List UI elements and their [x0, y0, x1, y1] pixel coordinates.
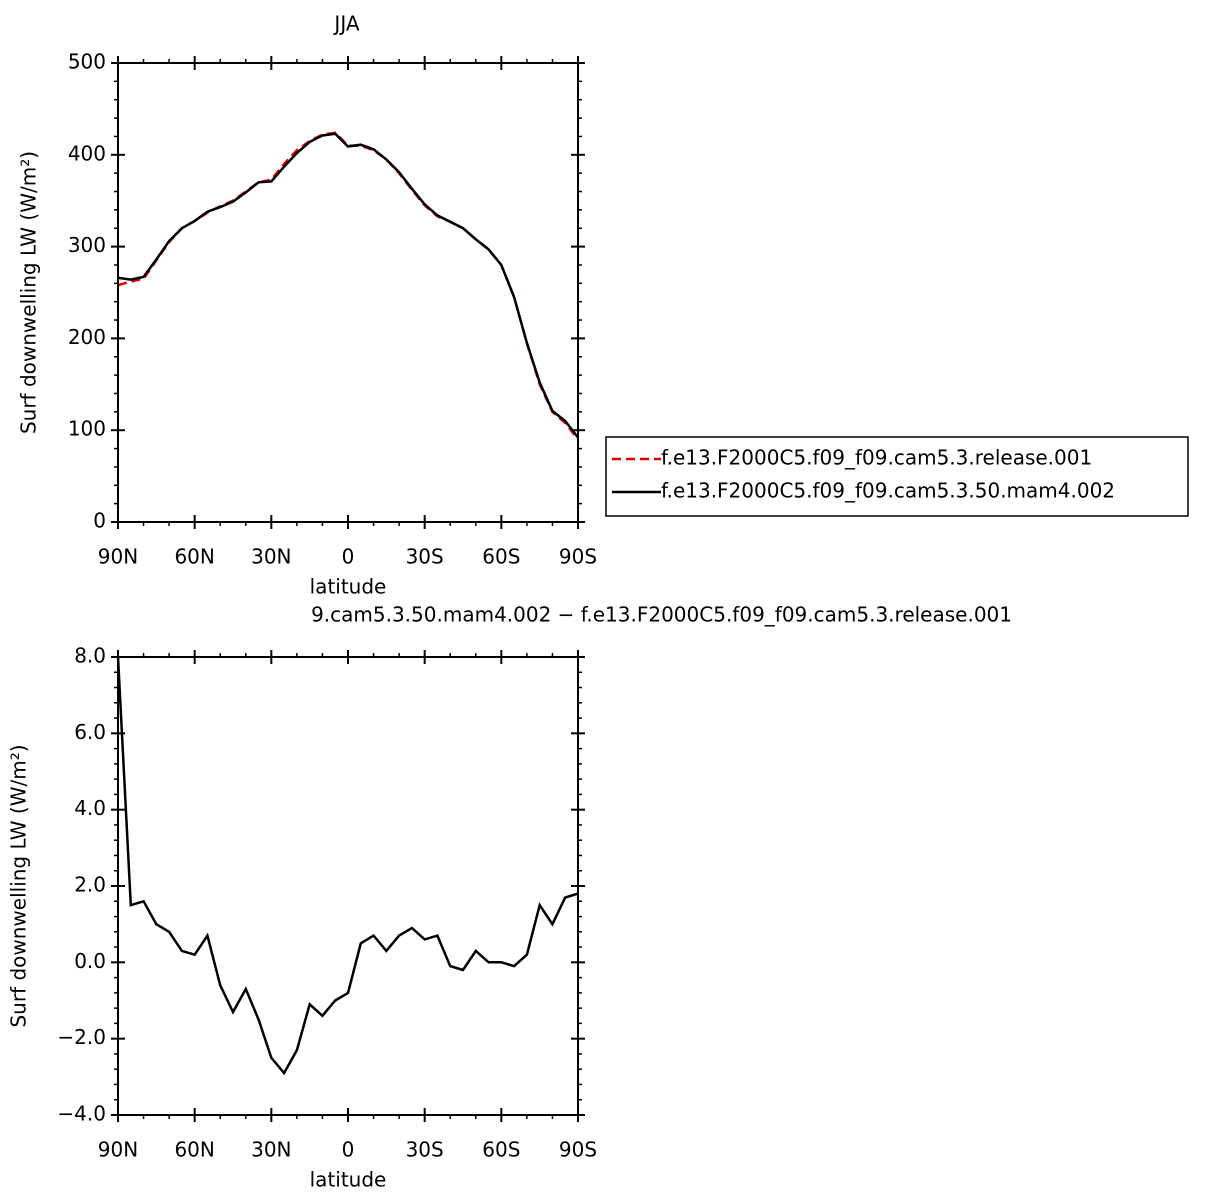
- chart-title: 9.cam5.3.50.mam4.002 − f.e13.F2000C5.f09…: [311, 603, 1012, 627]
- y-tick-label: 500: [68, 50, 106, 74]
- y-tick-label: −4.0: [57, 1102, 106, 1126]
- y-tick-label: 200: [68, 325, 106, 349]
- x-tick-label: 60N: [174, 1138, 214, 1162]
- chart-title: JJA: [332, 12, 359, 36]
- x-tick-label: 30N: [251, 545, 291, 569]
- legend-box: [605, 436, 1189, 517]
- x-tick-label: 30S: [406, 545, 444, 569]
- y-tick-label: 8.0: [74, 644, 106, 668]
- legend-label: f.e13.F2000C5.f09_f09.cam5.3.release.001: [661, 446, 1092, 470]
- x-axis-label: latitude: [310, 575, 387, 599]
- y-tick-label: 100: [68, 417, 106, 441]
- x-tick-label: 30N: [251, 1138, 291, 1162]
- x-tick-label: 90S: [559, 545, 597, 569]
- series-line: [117, 132, 579, 439]
- x-tick-label: 60N: [174, 545, 214, 569]
- plot-frame: [117, 656, 579, 1116]
- y-tick-label: 0.0: [74, 949, 106, 973]
- x-tick-label: 30S: [406, 1138, 444, 1162]
- y-tick-label: 6.0: [74, 720, 106, 744]
- y-tick-label: 300: [68, 233, 106, 257]
- x-tick-label: 60S: [482, 1138, 520, 1162]
- y-tick-label: −2.0: [57, 1025, 106, 1049]
- plot-frame: [117, 62, 579, 523]
- y-axis-label: Surf downwelling LW (W/m²): [7, 744, 31, 1027]
- series-line: [116, 656, 579, 1076]
- x-tick-label: 60S: [482, 545, 520, 569]
- y-tick-label: 0: [93, 509, 106, 533]
- y-tick-label: 2.0: [74, 873, 106, 897]
- y-axis-label: Surf downwelling LW (W/m²): [17, 151, 41, 434]
- y-tick-label: 400: [68, 141, 106, 165]
- x-tick-label: 90N: [98, 1138, 138, 1162]
- x-tick-label: 0: [342, 1138, 355, 1162]
- y-tick-label: 4.0: [74, 796, 106, 820]
- x-tick-label: 90S: [559, 1138, 597, 1162]
- x-tick-label: 90N: [98, 545, 138, 569]
- legend-label: f.e13.F2000C5.f09_f09.cam5.3.50.mam4.002: [661, 479, 1115, 503]
- x-tick-label: 0: [342, 545, 355, 569]
- x-axis-label: latitude: [310, 1168, 387, 1192]
